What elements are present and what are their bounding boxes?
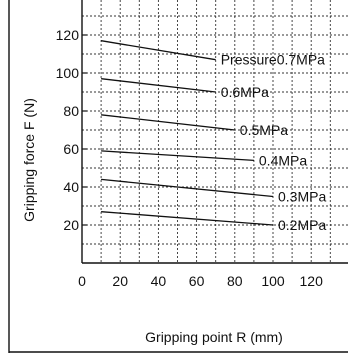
series-label: Pressure0.7MPa xyxy=(221,52,325,68)
y-tick-label: 120 xyxy=(56,27,80,43)
series-line xyxy=(101,150,254,162)
grid-layer xyxy=(82,0,348,263)
y-tick-label: 60 xyxy=(63,141,79,157)
ticks-layer: 20 40 60 80 100 120 0 20 40 60 80 100 120 xyxy=(56,27,323,289)
series-line xyxy=(100,40,216,61)
series-label: 0.6MPa xyxy=(221,84,269,100)
series-line xyxy=(101,78,216,93)
y-tick-label: 20 xyxy=(63,217,79,233)
axes-layer xyxy=(8,0,348,353)
series-label: 0.3MPa xyxy=(278,189,326,205)
series-label: 0.2MPa xyxy=(278,217,326,233)
series-label: 0.5MPa xyxy=(240,122,288,138)
y-axis-label: Gripping force F (N) xyxy=(21,98,37,222)
x-tick-label: 40 xyxy=(151,273,167,289)
x-tick-label: 80 xyxy=(227,273,243,289)
y-tick-label: 80 xyxy=(63,103,79,119)
x-tick-label: 20 xyxy=(112,273,128,289)
series-layer: Pressure0.7MPa 0.6MPa 0.5MPa 0.4MPa 0.3MPa 0.… xyxy=(100,40,326,233)
series-line xyxy=(101,211,274,226)
series-label: 0.4MPa xyxy=(259,152,307,168)
x-axis-label: Gripping point R (mm) xyxy=(145,329,283,345)
x-tick-label: 0 xyxy=(78,273,86,289)
series-line xyxy=(101,178,274,198)
x-tick-label: 100 xyxy=(261,273,285,289)
y-tick-label: 40 xyxy=(63,179,79,195)
y-tick-label: 100 xyxy=(56,65,80,81)
series-line xyxy=(101,114,235,131)
x-tick-label: 120 xyxy=(300,273,324,289)
x-tick-label: 60 xyxy=(189,273,205,289)
